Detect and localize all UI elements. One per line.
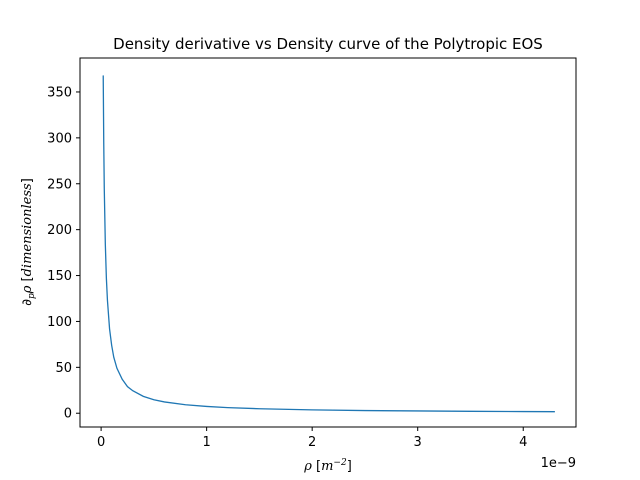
y-tick-label: 200 — [47, 223, 72, 238]
x-axis-label: ρ [m−2] — [303, 458, 352, 474]
x-tick-label: 3 — [414, 435, 422, 450]
data-line — [102, 75, 555, 413]
y-tick-label: 150 — [47, 269, 72, 284]
axes-frame — [79, 57, 577, 428]
x-tick-label: 2 — [308, 435, 316, 450]
y-tick-label: 250 — [47, 177, 72, 192]
x-tick-label: 0 — [97, 435, 105, 450]
y-tick-label: 100 — [47, 315, 72, 330]
chart-title: Density derivative vs Density curve of t… — [113, 35, 543, 53]
y-tick-label: 50 — [55, 361, 72, 376]
y-tick-label: 300 — [47, 131, 72, 146]
y-tick-label: 0 — [64, 407, 72, 422]
plot-area — [79, 57, 577, 428]
x-axis-ticks: 0 1 2 3 4 — [97, 427, 527, 450]
x-tick-label: 1 — [202, 435, 210, 450]
x-offset-label: 1e−9 — [541, 456, 576, 471]
y-tick-label: 350 — [47, 85, 72, 100]
y-axis-ticks: 0 50 100 150 200 250 300 350 — [47, 85, 80, 422]
x-tick-label: 4 — [519, 435, 527, 450]
y-axis-label: ∂pρ [dimensionless] — [20, 178, 37, 306]
